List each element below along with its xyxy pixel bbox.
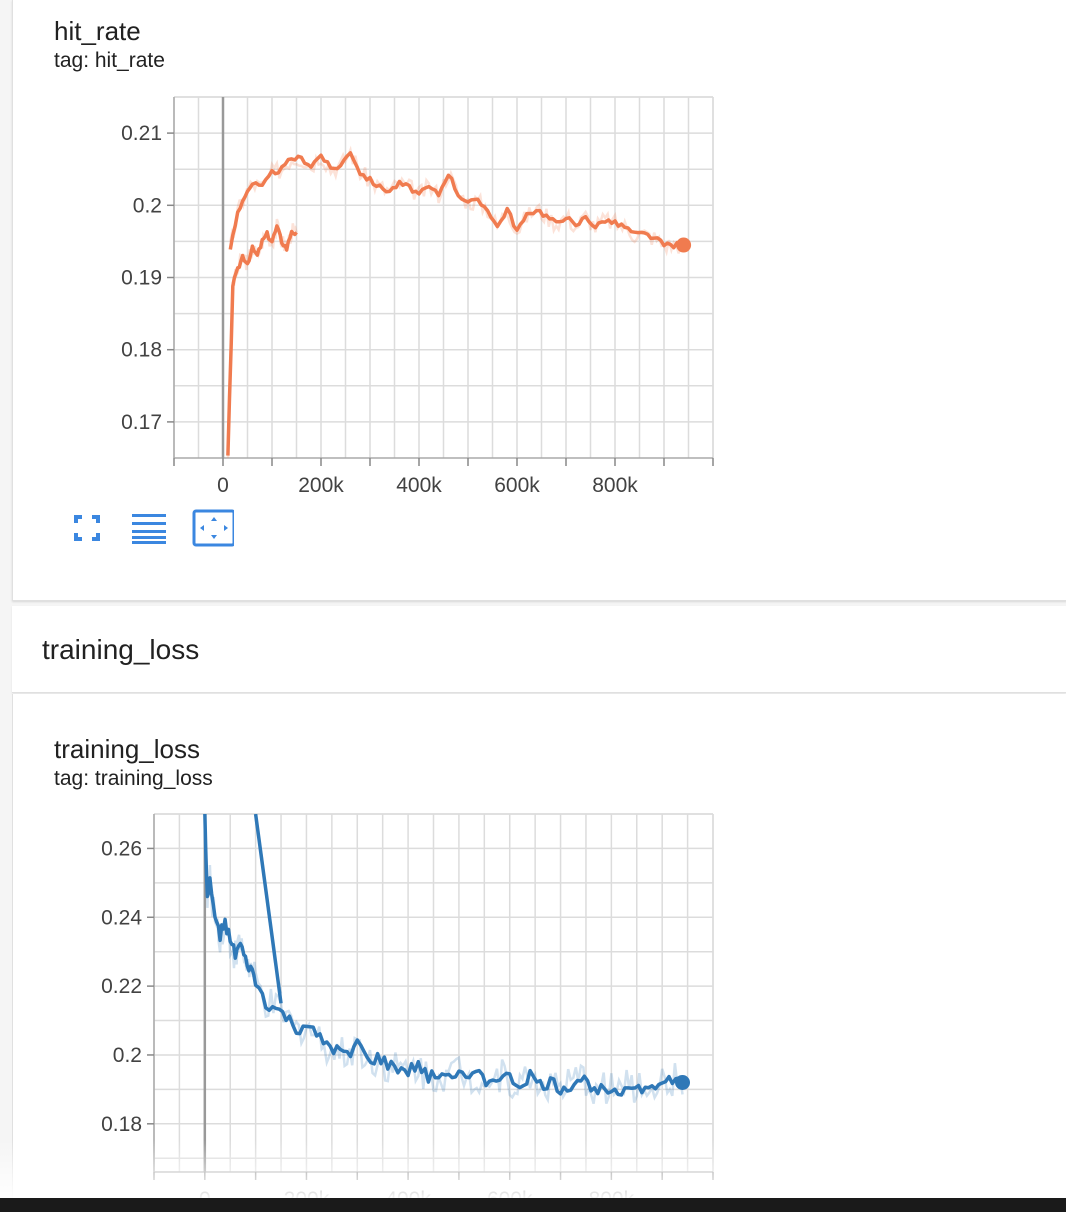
y-tick-label: 0.19: [121, 267, 162, 290]
fullscreen-icon: [74, 515, 100, 541]
series-raw-line: [203, 814, 684, 1105]
training-loss-card: [12, 694, 1066, 1212]
window-bottom-edge: [0, 1198, 1066, 1212]
y-tick-label: 0.18: [101, 1113, 142, 1136]
section-header[interactable]: training_loss: [12, 606, 1066, 693]
x-tick-label: 200k: [298, 474, 344, 497]
y-tick-label: 0.2: [133, 194, 162, 217]
fullscreen-button[interactable]: [66, 508, 108, 548]
log-scale-button[interactable]: [128, 508, 170, 548]
y-tick-label: 0.2: [113, 1044, 142, 1067]
x-tick-label: 600k: [494, 474, 540, 497]
chart-title: hit_rate: [54, 16, 141, 46]
y-tick-label: 0.17: [121, 411, 162, 434]
grid: [153, 813, 714, 1172]
hit-rate-card: [12, 0, 1066, 601]
series-endpoint-marker: [676, 237, 692, 253]
hit-rate-chart[interactable]: 0.21 0.2 0.19 0.18 0.17 0 200k 400k 600k 800k: [0, 0, 1066, 600]
y-tick-label: 0.21: [121, 122, 162, 145]
series-endpoint-marker: [675, 1075, 691, 1090]
chart-title: training_loss: [54, 734, 200, 764]
fit-domain-button[interactable]: [192, 508, 234, 548]
fit-domain-icon: [192, 509, 234, 547]
y-tick-label: 0.18: [121, 339, 162, 362]
series-line: [203, 814, 683, 1097]
chart-tag: tag: training_loss: [54, 767, 213, 790]
series-line: [226, 224, 298, 456]
x-tick-label: 800k: [592, 474, 638, 497]
x-tick-label: 400k: [396, 474, 442, 497]
y-tick-label: 0.24: [101, 906, 142, 929]
y-tick-label: 0.22: [101, 975, 142, 998]
chart-tag: tag: hit_rate: [54, 49, 165, 72]
log-scale-icon: [132, 514, 166, 544]
x-tick-label: 0: [217, 474, 229, 497]
series-line: [253, 814, 283, 1004]
series-line: [228, 151, 685, 250]
y-tick-label: 0.26: [101, 837, 142, 860]
section-title: training_loss: [42, 634, 200, 665]
